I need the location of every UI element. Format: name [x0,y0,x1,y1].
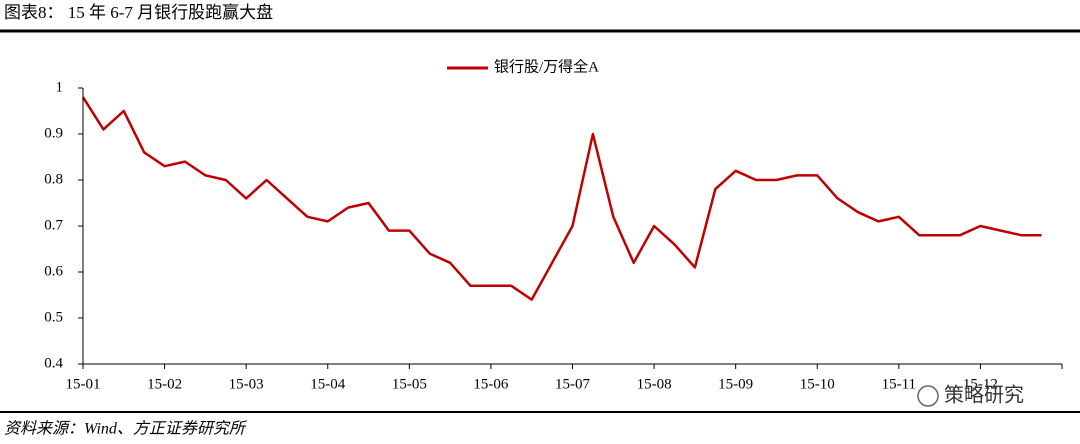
watermark-icon [917,385,939,407]
y-tick-label: 0.5 [44,309,63,325]
y-tick-label: 1 [56,79,64,95]
series-line [81,96,1042,301]
y-tick-label: 0.4 [44,355,63,371]
x-tick-label: 15-02 [147,376,182,392]
y-tick-label: 0.9 [44,125,63,141]
x-tick-label: 15-12 [963,376,998,392]
x-tick-label: 15-08 [637,376,672,392]
x-tick-label: 15-05 [392,376,427,392]
source-note: 资料来源：Wind、方正证券研究所 [4,420,248,438]
x-tick-label: 15-11 [882,376,916,392]
y-tick-label: 0.7 [44,217,63,233]
chart-title: 图表8： 15 年 6-7 月银行股跑赢大盘 [4,3,273,22]
x-tick-label: 15-03 [229,376,264,392]
x-tick-label: 15-06 [473,376,508,392]
y-tick-label: 0.8 [44,171,63,187]
x-tick-label: 15-01 [66,376,101,392]
x-tick-label: 15-09 [718,376,753,392]
x-tick-label: 15-07 [555,376,590,392]
legend-label: 银行股/万得全A [494,57,599,75]
watermark: 策略研究 [944,384,1024,407]
y-tick-label: 0.6 [44,263,63,279]
x-tick-label: 15-10 [800,376,835,392]
x-tick-label: 15-04 [310,376,345,392]
